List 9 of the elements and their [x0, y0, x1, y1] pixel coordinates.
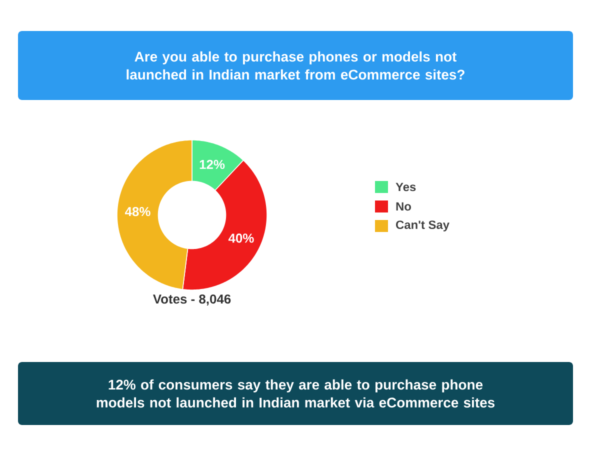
text: 12% of consumers say they are able to purchase phone models not launched in Indian market via eCommerce sites	[96, 379, 495, 408]
chart-title: Are you able to purchase phones or models not launched in Indian market from eCommerce sites?	[126, 51, 464, 80]
legend-label: Yes	[396, 182, 416, 192]
data-label: 40%	[228, 234, 254, 243]
legend-label: No	[396, 202, 411, 211]
text: Votes - 8,046	[152, 294, 231, 306]
legend-label: Can't Say	[396, 220, 450, 232]
data-label: 12%	[200, 160, 225, 169]
data-label: 48%	[124, 206, 150, 216]
